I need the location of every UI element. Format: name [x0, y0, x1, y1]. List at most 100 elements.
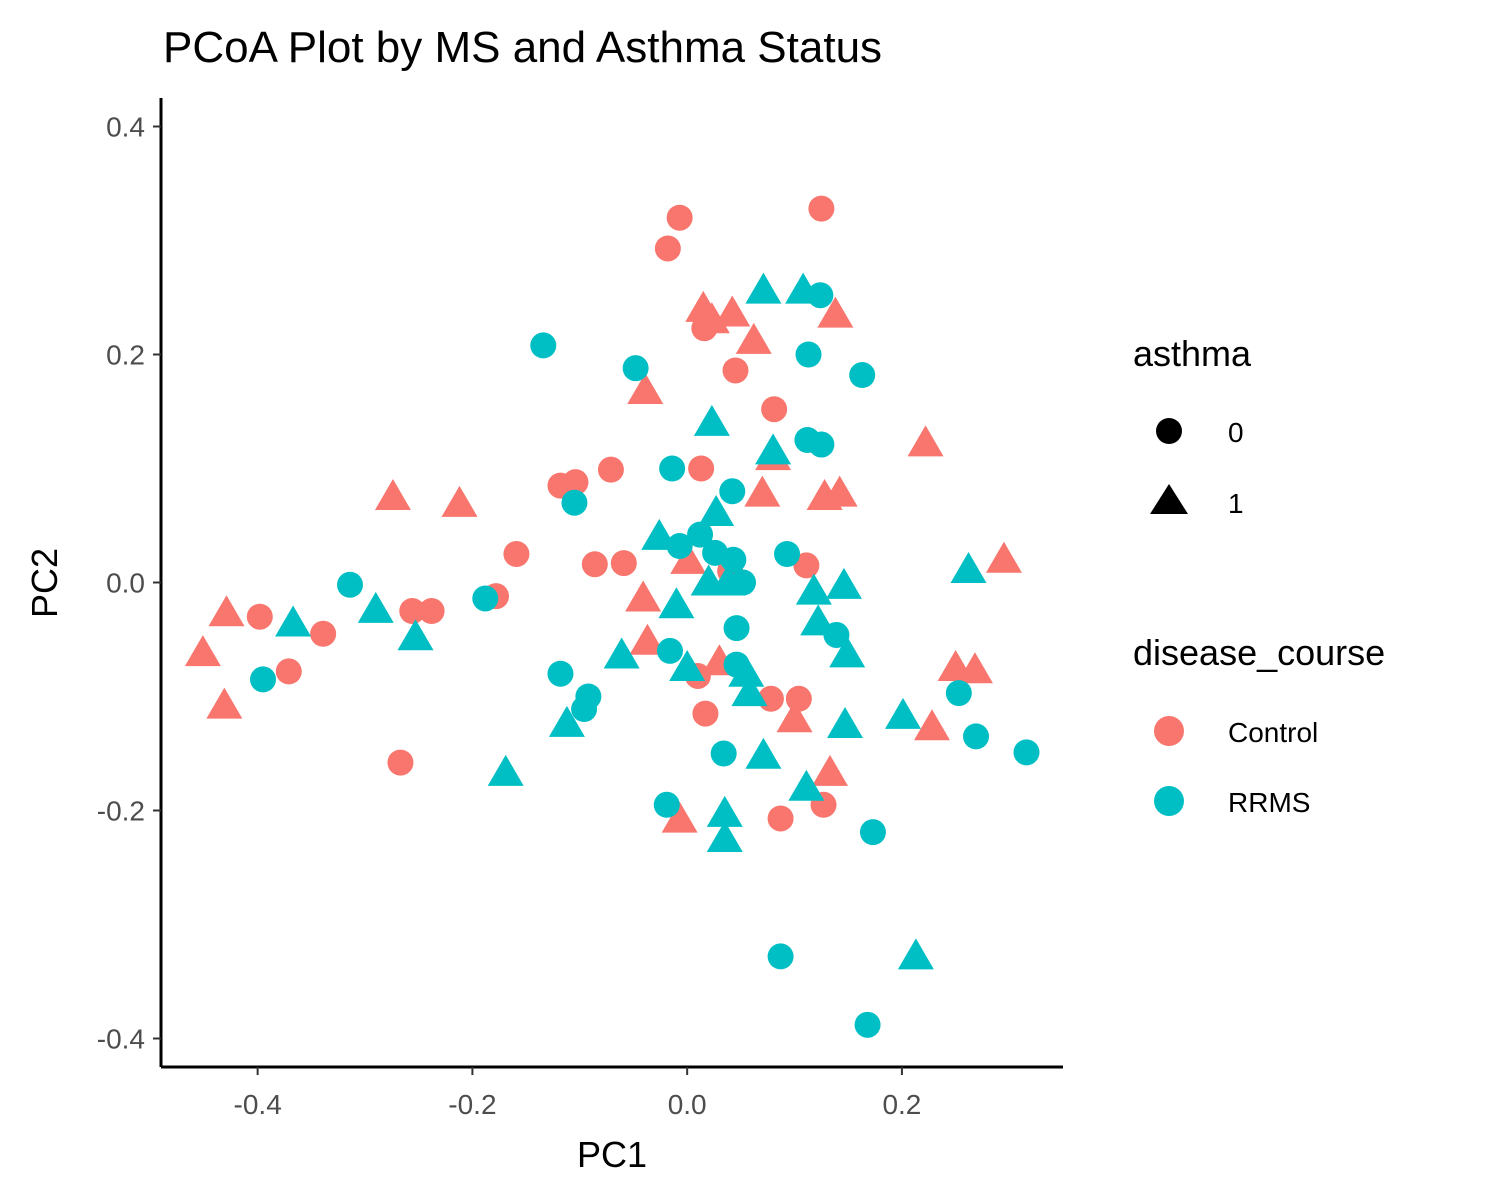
point-control-circle — [808, 195, 835, 222]
point-control-circle — [310, 620, 337, 647]
point-rrms-circle — [795, 341, 822, 368]
point-rrms-circle — [666, 533, 693, 560]
point-control-circle — [610, 550, 637, 577]
y-tick-label: 0.4 — [106, 112, 145, 143]
legend-label-rrms: RRMS — [1228, 787, 1310, 818]
x-tick-label: -0.2 — [448, 1089, 496, 1120]
x-tick-label: 0.0 — [668, 1089, 707, 1120]
point-rrms-triangle — [885, 697, 922, 729]
legend-title-asthma: asthma — [1133, 333, 1252, 374]
point-control-triangle — [441, 485, 478, 517]
point-rrms-circle — [336, 571, 363, 598]
point-control-circle — [387, 749, 414, 776]
y-tick-label: -0.2 — [97, 796, 145, 827]
point-control-triangle — [670, 542, 707, 574]
point-rrms-triangle — [693, 404, 730, 436]
point-rrms-circle — [774, 541, 801, 567]
point-rrms-triangle — [641, 518, 678, 550]
point-control-circle — [654, 235, 681, 262]
point-rrms-circle — [719, 478, 746, 505]
point-rrms-triangle — [548, 705, 585, 737]
point-rrms-circle — [723, 615, 750, 642]
y-tick-label: 0.0 — [106, 568, 145, 599]
point-rrms-triangle — [357, 591, 394, 623]
point-control-circle — [785, 685, 812, 712]
point-control-circle — [688, 455, 715, 482]
point-rrms-circle — [659, 455, 686, 482]
point-rrms-triangle — [800, 604, 837, 636]
point-control-triangle — [985, 541, 1022, 573]
legend-key-control — [1154, 716, 1184, 746]
point-rrms-triangle — [755, 433, 792, 465]
legend-label-asthma-0: 0 — [1228, 417, 1244, 448]
point-rrms-circle — [859, 819, 886, 846]
point-rrms-triangle — [658, 587, 695, 619]
point-rrms-circle — [547, 660, 574, 687]
y-tick-label: -0.4 — [97, 1024, 145, 1055]
point-control-triangle — [184, 635, 221, 667]
point-rrms-triangle — [950, 551, 987, 583]
point-control-circle — [418, 598, 445, 624]
legend-key-rrms — [1154, 786, 1184, 816]
point-control-circle — [767, 805, 794, 832]
x-axis-ticks: -0.4 -0.2 0.0 0.2 — [234, 1067, 921, 1120]
y-tick-label: 0.2 — [106, 340, 145, 371]
point-control-circle — [581, 551, 608, 578]
point-rrms-triangle — [745, 737, 782, 769]
point-rrms-circle — [767, 943, 794, 970]
legend-label-asthma-1: 1 — [1228, 488, 1244, 519]
point-rrms-circle — [710, 740, 737, 767]
point-control-circle — [722, 357, 749, 384]
point-rrms-triangle — [706, 795, 743, 827]
point-rrms-circle — [1013, 739, 1040, 766]
point-control-triangle — [821, 475, 858, 507]
point-rrms-circle — [571, 696, 598, 723]
point-rrms-triangle — [731, 675, 768, 707]
point-control-triangle — [913, 709, 950, 741]
legend-key-circle — [1156, 418, 1182, 444]
point-control-circle — [666, 204, 693, 231]
point-rrms-circle — [653, 791, 680, 818]
point-rrms-triangle — [825, 567, 862, 599]
point-rrms-circle — [963, 723, 990, 750]
point-rrms-circle — [250, 666, 277, 693]
point-rrms-circle — [472, 585, 499, 612]
point-rrms-triangle — [785, 272, 822, 304]
legend-asthma: asthma 0 1 — [1133, 333, 1252, 519]
point-control-circle — [793, 552, 820, 579]
legend-title-disease-course: disease_course — [1133, 632, 1385, 673]
point-rrms-circle — [808, 431, 835, 458]
y-axis-ticks: 0.4 0.2 0.0 -0.2 -0.4 — [97, 112, 161, 1055]
legend-key-triangle — [1150, 484, 1188, 514]
point-control-triangle — [744, 475, 781, 507]
point-control-circle — [275, 658, 302, 685]
point-rrms-circle — [854, 1011, 881, 1038]
point-rrms-triangle — [709, 564, 746, 596]
point-rrms-triangle — [706, 821, 743, 852]
point-control-circle — [562, 469, 589, 496]
point-control-circle — [503, 541, 530, 567]
point-control-triangle — [735, 322, 772, 354]
point-rrms-triangle — [829, 636, 866, 668]
point-control-triangle — [627, 372, 664, 404]
point-rrms-circle — [720, 546, 747, 573]
point-rrms-triangle — [275, 605, 312, 637]
point-rrms-triangle — [397, 619, 434, 651]
point-control-triangle — [629, 623, 666, 655]
point-control-circle — [692, 700, 719, 727]
point-rrms-triangle — [827, 707, 864, 738]
point-rrms-triangle — [788, 769, 825, 801]
point-control-triangle — [374, 479, 411, 510]
point-rrms-triangle — [487, 754, 524, 786]
point-control-triangle — [811, 754, 848, 786]
point-control-triangle — [776, 701, 813, 733]
y-axis-title: PC2 — [24, 548, 65, 618]
point-rrms-circle — [945, 680, 972, 707]
point-control-circle — [246, 603, 273, 630]
point-rrms-circle — [849, 362, 876, 389]
point-control-triangle — [206, 687, 243, 719]
point-control-triangle — [907, 425, 944, 457]
point-rrms-triangle — [669, 650, 706, 681]
point-rrms-triangle — [897, 938, 934, 970]
